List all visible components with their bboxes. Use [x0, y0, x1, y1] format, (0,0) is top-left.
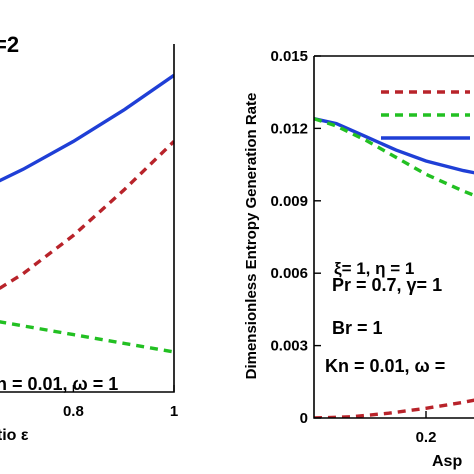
right-y-tick-label: 0.009	[270, 193, 308, 210]
right-panel: 00.0030.0060.0090.0120.0150.20.4AspDimen…	[243, 48, 474, 470]
series-line-right-1	[314, 117, 474, 198]
right-y-axis-label: Dimensionless Entropy Generation Rate	[243, 93, 260, 380]
left-axis-frame	[0, 44, 175, 393]
series-line-left-1	[0, 140, 174, 291]
left-x-tick-label: 1	[170, 403, 178, 420]
series-line-left-2	[0, 320, 174, 354]
series-line-right-0	[314, 117, 474, 175]
right-y-tick-label: 0	[300, 410, 308, 427]
series-line-left-0	[0, 73, 174, 183]
left-title: =2	[0, 32, 19, 57]
right-annotation-1: Pr = 0.7, γ= 1	[332, 275, 442, 295]
left-annotation: n = 0.01, ω = 1	[0, 374, 118, 394]
right-y-tick-label: 0.003	[270, 338, 308, 355]
right-x-axis-label: Asp	[432, 453, 462, 470]
right-x-tick-label: 0.2	[416, 429, 437, 446]
right-y-tick-label: 0.012	[270, 120, 308, 137]
right-y-tick-label: 0.006	[270, 265, 308, 282]
left-x-tick-label: 0.8	[63, 403, 84, 420]
right-annotation-3: Kn = 0.01, ω =	[325, 356, 445, 376]
legend	[381, 90, 470, 140]
left-x-axis-label: atio ε	[0, 427, 29, 444]
series-line-right-2	[314, 398, 474, 418]
right-annotation-0: ξ= 1, η = 1	[334, 259, 414, 278]
right-y-tick-label: 0.015	[270, 48, 308, 65]
right-annotation-2: Br = 1	[332, 318, 383, 338]
left-panel: 0.60.81atio ε=2n = 0.01, ω = 1	[0, 32, 178, 444]
